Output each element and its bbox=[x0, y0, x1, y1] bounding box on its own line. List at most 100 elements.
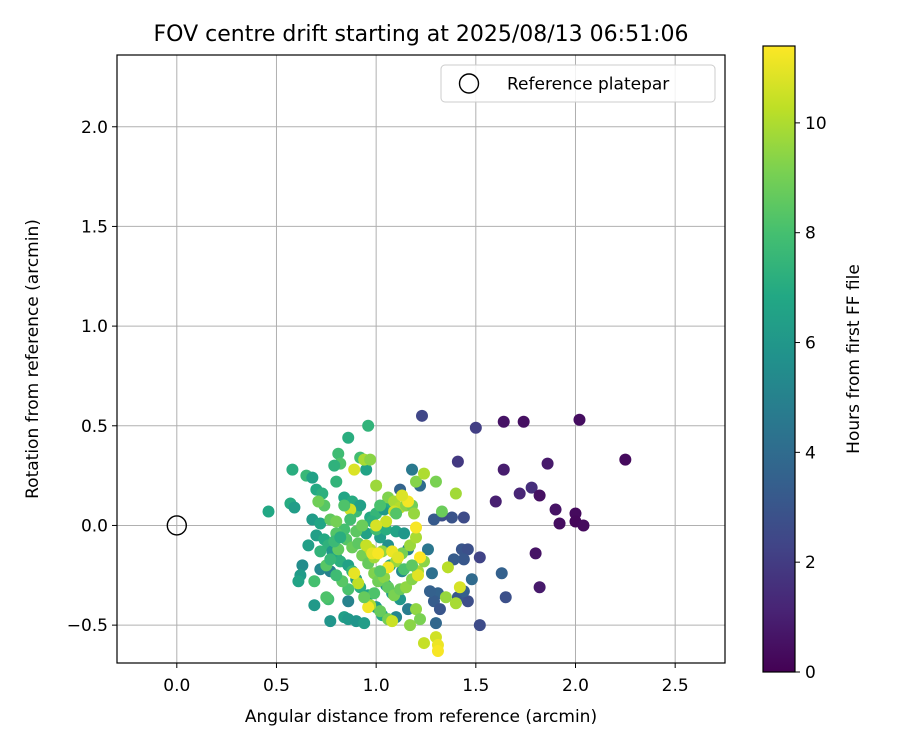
scatter-point bbox=[332, 447, 345, 460]
scatter-point bbox=[406, 559, 419, 572]
scatter-point bbox=[423, 585, 436, 598]
x-tick-label: 1.5 bbox=[462, 676, 489, 696]
scatter-point bbox=[296, 559, 309, 572]
scatter-point bbox=[396, 489, 409, 502]
grid bbox=[117, 55, 725, 663]
scatter-point bbox=[352, 577, 365, 590]
scatter-point bbox=[320, 591, 333, 604]
scatter-point bbox=[354, 499, 367, 512]
scatter-point bbox=[362, 601, 375, 614]
scatter-point bbox=[429, 475, 442, 488]
scatter-point bbox=[404, 619, 417, 632]
scatter-point bbox=[390, 507, 403, 520]
x-tick-label: 0.5 bbox=[263, 676, 290, 696]
scatter-point bbox=[412, 569, 425, 582]
x-axis-label: Angular distance from reference (arcmin) bbox=[245, 707, 597, 727]
x-ticks: 0.0 0.5 1.0 1.5 2.0 2.5 bbox=[163, 663, 689, 696]
scatter-point bbox=[370, 479, 383, 492]
plot-frame bbox=[116, 54, 726, 664]
scatter-point bbox=[364, 453, 377, 466]
scatter-point bbox=[421, 543, 434, 556]
scatter-point bbox=[362, 419, 375, 432]
scatter-point bbox=[308, 599, 321, 612]
scatter-point bbox=[334, 531, 347, 544]
colorbar-label: Hours from first FF file bbox=[844, 264, 864, 454]
scatter-point bbox=[302, 539, 315, 552]
colorbar-ticks: 0 2 4 6 8 10 bbox=[795, 114, 827, 683]
x-tick-label: 2.0 bbox=[562, 676, 589, 696]
scatter-point bbox=[441, 561, 454, 574]
y-tick-label: 1.0 bbox=[81, 317, 108, 337]
scatter-point bbox=[308, 575, 321, 588]
y-ticks: −0.5 0.0 0.5 1.0 1.5 2.0 bbox=[67, 118, 117, 636]
scatter-point bbox=[348, 567, 361, 580]
scatter-point bbox=[372, 547, 385, 560]
scatter-point bbox=[408, 507, 421, 520]
scatter-point bbox=[410, 531, 423, 544]
y-tick-label: 1.5 bbox=[81, 217, 108, 237]
scatter-point bbox=[451, 455, 464, 468]
scatter-point bbox=[386, 615, 399, 628]
scatter-point bbox=[431, 645, 444, 658]
scatter-point bbox=[461, 595, 474, 608]
scatter-point bbox=[533, 489, 546, 502]
scatter-point bbox=[360, 463, 373, 476]
scatter-point bbox=[410, 475, 423, 488]
scatter-point bbox=[370, 519, 383, 532]
legend-label: Reference platepar bbox=[507, 75, 669, 95]
scatter-point bbox=[342, 431, 355, 444]
scatter-point bbox=[549, 503, 562, 516]
chart-title: FOV centre drift starting at 2025/08/13 … bbox=[154, 22, 689, 47]
scatter-point bbox=[306, 471, 319, 484]
y-axis-label: Rotation from reference (arcmin) bbox=[23, 219, 43, 499]
x-tick-label: 1.0 bbox=[363, 676, 390, 696]
colorbar-tick-label: 0 bbox=[805, 663, 816, 683]
scatter-point bbox=[410, 603, 423, 616]
scatter-point bbox=[449, 597, 462, 610]
scatter-point bbox=[380, 515, 393, 528]
scatter-point bbox=[417, 637, 430, 650]
scatter-point bbox=[328, 459, 341, 472]
scatter-point bbox=[288, 501, 301, 514]
x-tick-label: 0.0 bbox=[163, 676, 190, 696]
legend-marker-open-circle bbox=[458, 73, 480, 94]
scatter-point bbox=[457, 511, 470, 524]
scatter-point bbox=[429, 617, 442, 630]
scatter-point bbox=[406, 463, 419, 476]
scatter-point bbox=[541, 457, 554, 470]
scatter-point bbox=[469, 421, 482, 434]
scatter-point bbox=[465, 573, 478, 586]
scatter-point bbox=[497, 415, 510, 428]
scatter-point bbox=[497, 463, 510, 476]
scatter-point bbox=[368, 587, 381, 600]
scatter-point bbox=[358, 617, 371, 630]
scatter-point bbox=[398, 527, 411, 540]
scatter-point bbox=[533, 581, 546, 594]
y-tick-label: 0.5 bbox=[81, 417, 108, 437]
scatter-point bbox=[433, 603, 446, 616]
scatter-point bbox=[577, 519, 590, 532]
scatter-point bbox=[495, 567, 508, 580]
scatter-point bbox=[324, 553, 337, 566]
scatter-point bbox=[427, 513, 440, 526]
scatter-point bbox=[262, 505, 275, 518]
scatter-point bbox=[435, 505, 448, 518]
scatter-point bbox=[330, 515, 343, 528]
scatter-point bbox=[517, 415, 530, 428]
scatter-point bbox=[414, 551, 427, 564]
reference-platepar-marker bbox=[166, 515, 188, 536]
scatter-point bbox=[619, 453, 632, 466]
y-tick-label: 2.0 bbox=[81, 118, 108, 138]
scatter-point bbox=[573, 413, 586, 426]
scatter-point bbox=[374, 499, 387, 512]
y-tick-label: 0.0 bbox=[81, 516, 108, 536]
colorbar-tick-label: 4 bbox=[805, 443, 816, 463]
scatter-point bbox=[338, 499, 351, 512]
scatter-point bbox=[414, 613, 427, 626]
colorbar-tick-label: 6 bbox=[805, 334, 816, 354]
scatter-point bbox=[473, 551, 486, 564]
scatter-point bbox=[348, 463, 361, 476]
reference-layer bbox=[166, 515, 188, 536]
scatter-point bbox=[461, 543, 474, 556]
